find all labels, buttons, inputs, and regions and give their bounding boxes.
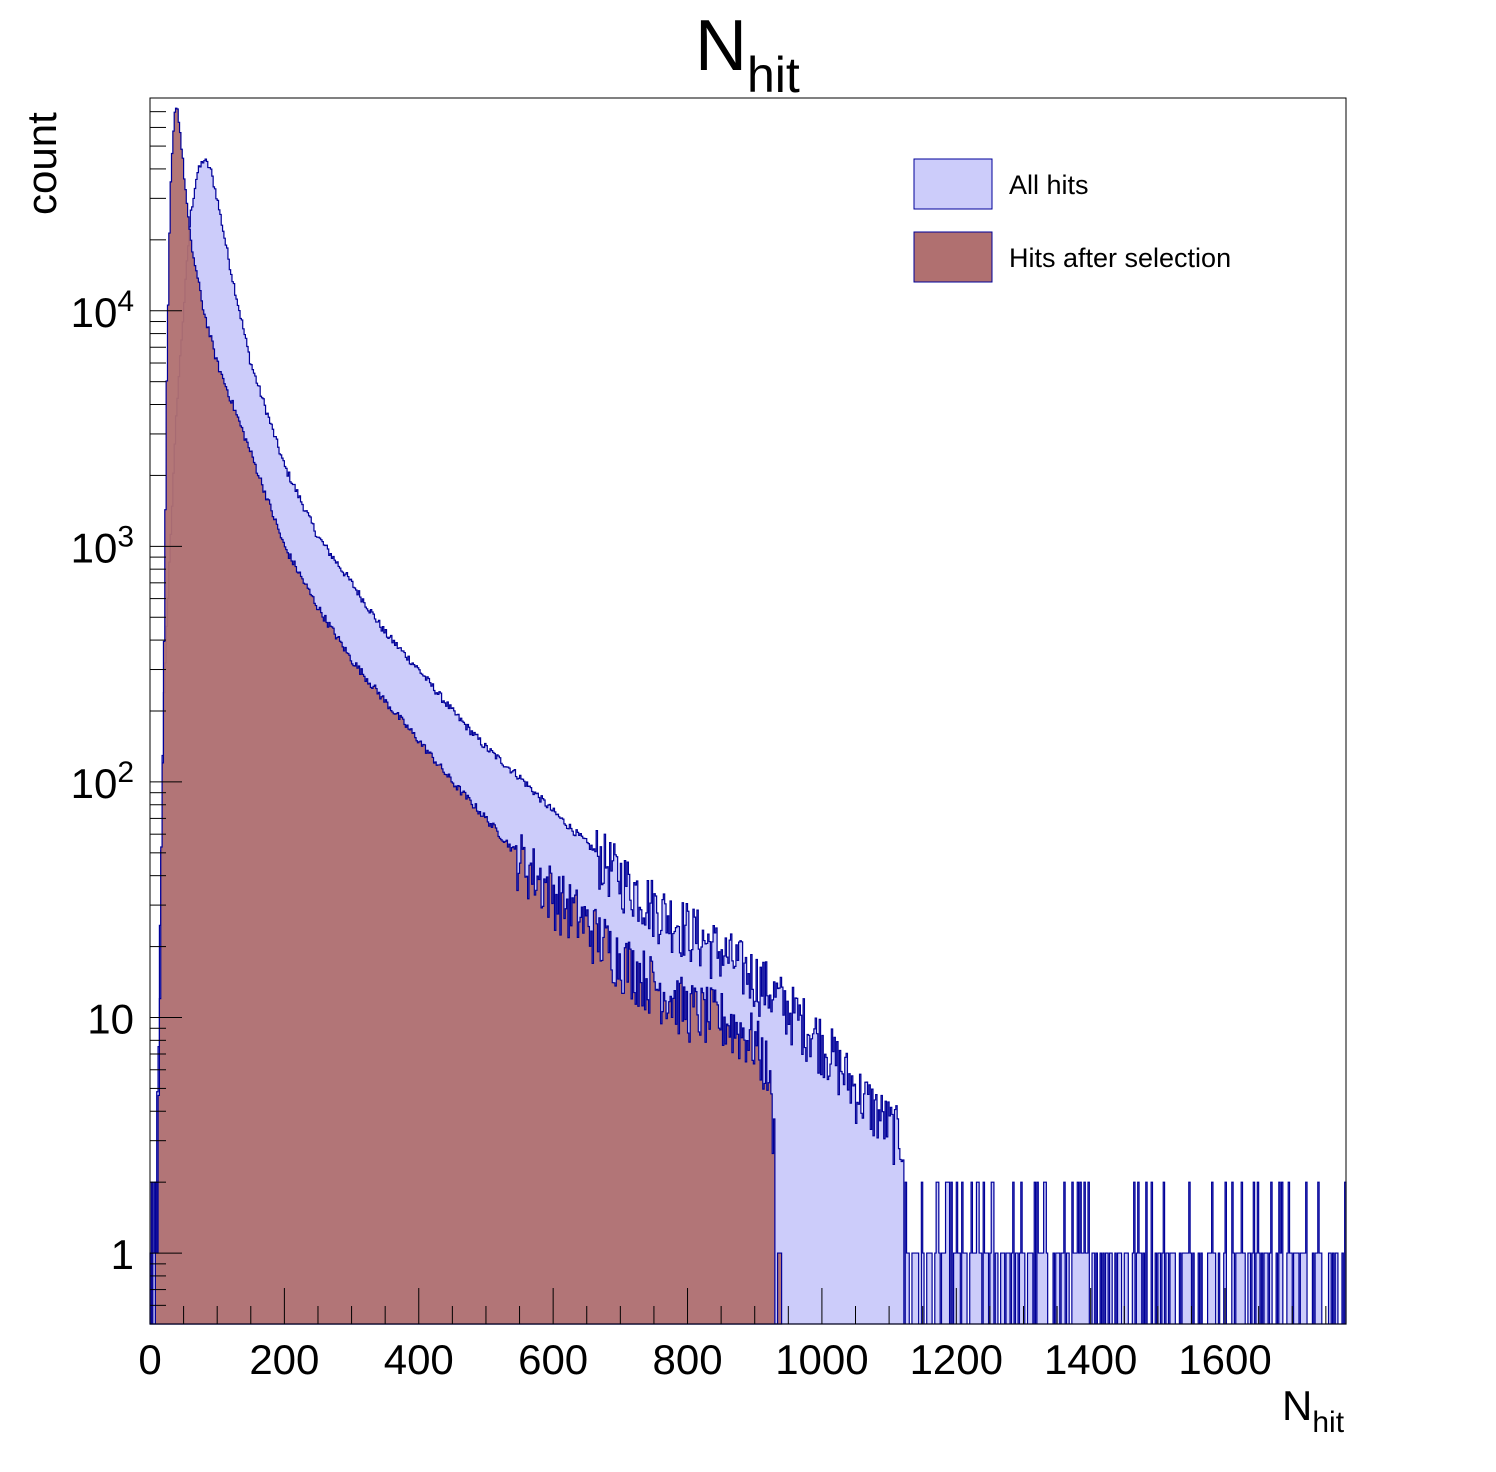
x-tick-label: 400 [384,1336,454,1383]
legend-swatch-all-hits [913,158,993,210]
y-axis-label: count [18,112,65,215]
y-axis-ticks: 1 10 102 103 104 [71,97,182,1325]
x-axis-label: Nhit [1282,1382,1345,1439]
histogram-series-group [149,107,1347,1325]
x-tick-label: 0 [138,1336,161,1383]
histogram-series-hits-after-selection [150,107,783,1325]
x-tick-label: 1600 [1178,1336,1271,1383]
x-tick-label: 1200 [910,1336,1003,1383]
legend-label-hits-after-selection: Hits after selection [1009,243,1231,273]
x-tick-label: 1000 [775,1336,868,1383]
chart-title-main: N [695,6,747,86]
x-axis-ticks: 0 200 400 600 800 1000 1200 1400 1600 [138,1288,1327,1383]
x-axis-label-sub: hit [1312,1406,1344,1439]
y-tick-label: 102 [71,756,134,807]
y-tick-label: 1 [111,1231,134,1278]
x-axis-label-main: N [1282,1382,1312,1429]
chart-title-sub: hit [747,47,800,103]
x-tick-label: 600 [518,1336,588,1383]
legend-swatch-hits-after-selection [913,231,993,283]
x-tick-label: 200 [249,1336,319,1383]
legend: All hits Hits after selection [913,158,1231,283]
legend-label-all-hits: All hits [1009,170,1089,200]
x-tick-label: 800 [652,1336,722,1383]
y-tick-label: 103 [71,520,134,571]
x-tick-label: 1400 [1044,1336,1137,1383]
chart-title: Nhit [695,6,800,103]
y-tick-label: 104 [71,285,134,336]
y-tick-label: 10 [87,996,134,1043]
